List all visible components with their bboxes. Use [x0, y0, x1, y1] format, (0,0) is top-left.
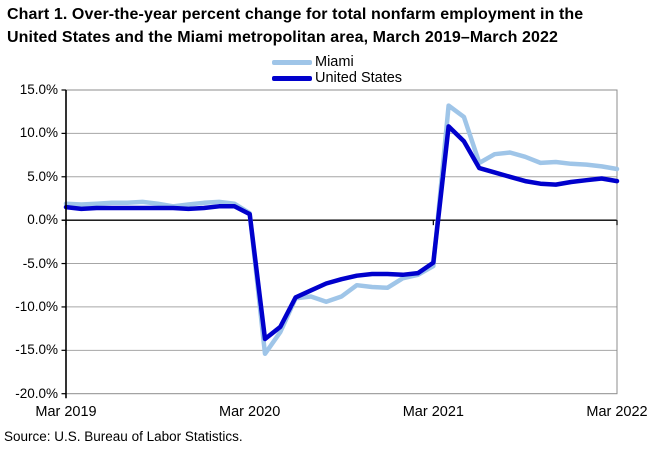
gridlines [62, 132, 617, 351]
y-axis-tick-label: 15.0% [19, 82, 58, 97]
x-axis-tick-label: Mar 2020 [219, 404, 281, 420]
y-axis-tick-label: -10.0% [15, 298, 58, 314]
legend-label-miami: Miami [315, 54, 354, 70]
y-axis-tick-label: 0.0% [27, 212, 58, 228]
axis-ticks [61, 89, 618, 395]
y-axis-tick-label: -15.0% [15, 342, 58, 358]
x-axis-tick-label: Mar 2019 [35, 404, 97, 420]
legend-label-united-states: United States [315, 70, 403, 86]
y-axis-tick-label: -5.0% [22, 255, 58, 271]
legend-item-miami: Miami [272, 54, 402, 70]
plot-border [65, 89, 618, 395]
y-axis-tick-label: 10.0% [19, 125, 58, 141]
miami-line-swatch [272, 59, 312, 65]
source-note: Source: U.S. Bureau of Labor Statistics. [4, 429, 243, 444]
y-axis-tick-label: 5.0% [27, 168, 58, 184]
chart-legend: Miami United States [272, 54, 402, 86]
x-axis-tick-label: Mar 2022 [586, 404, 648, 420]
miami-series-line [63, 103, 620, 357]
x-axis-tick-label: Mar 2021 [402, 404, 464, 420]
chart-title-line2: United States and the Miami metropolitan… [7, 29, 558, 46]
united-states-line-swatch [272, 75, 312, 81]
legend-item-united-states: United States [272, 70, 402, 86]
y-axis-tick-label: -20.0% [15, 385, 58, 401]
chart-title-line1: Chart 1. Over-the-year percent change fo… [7, 6, 584, 23]
united-states-series-line [63, 124, 620, 342]
